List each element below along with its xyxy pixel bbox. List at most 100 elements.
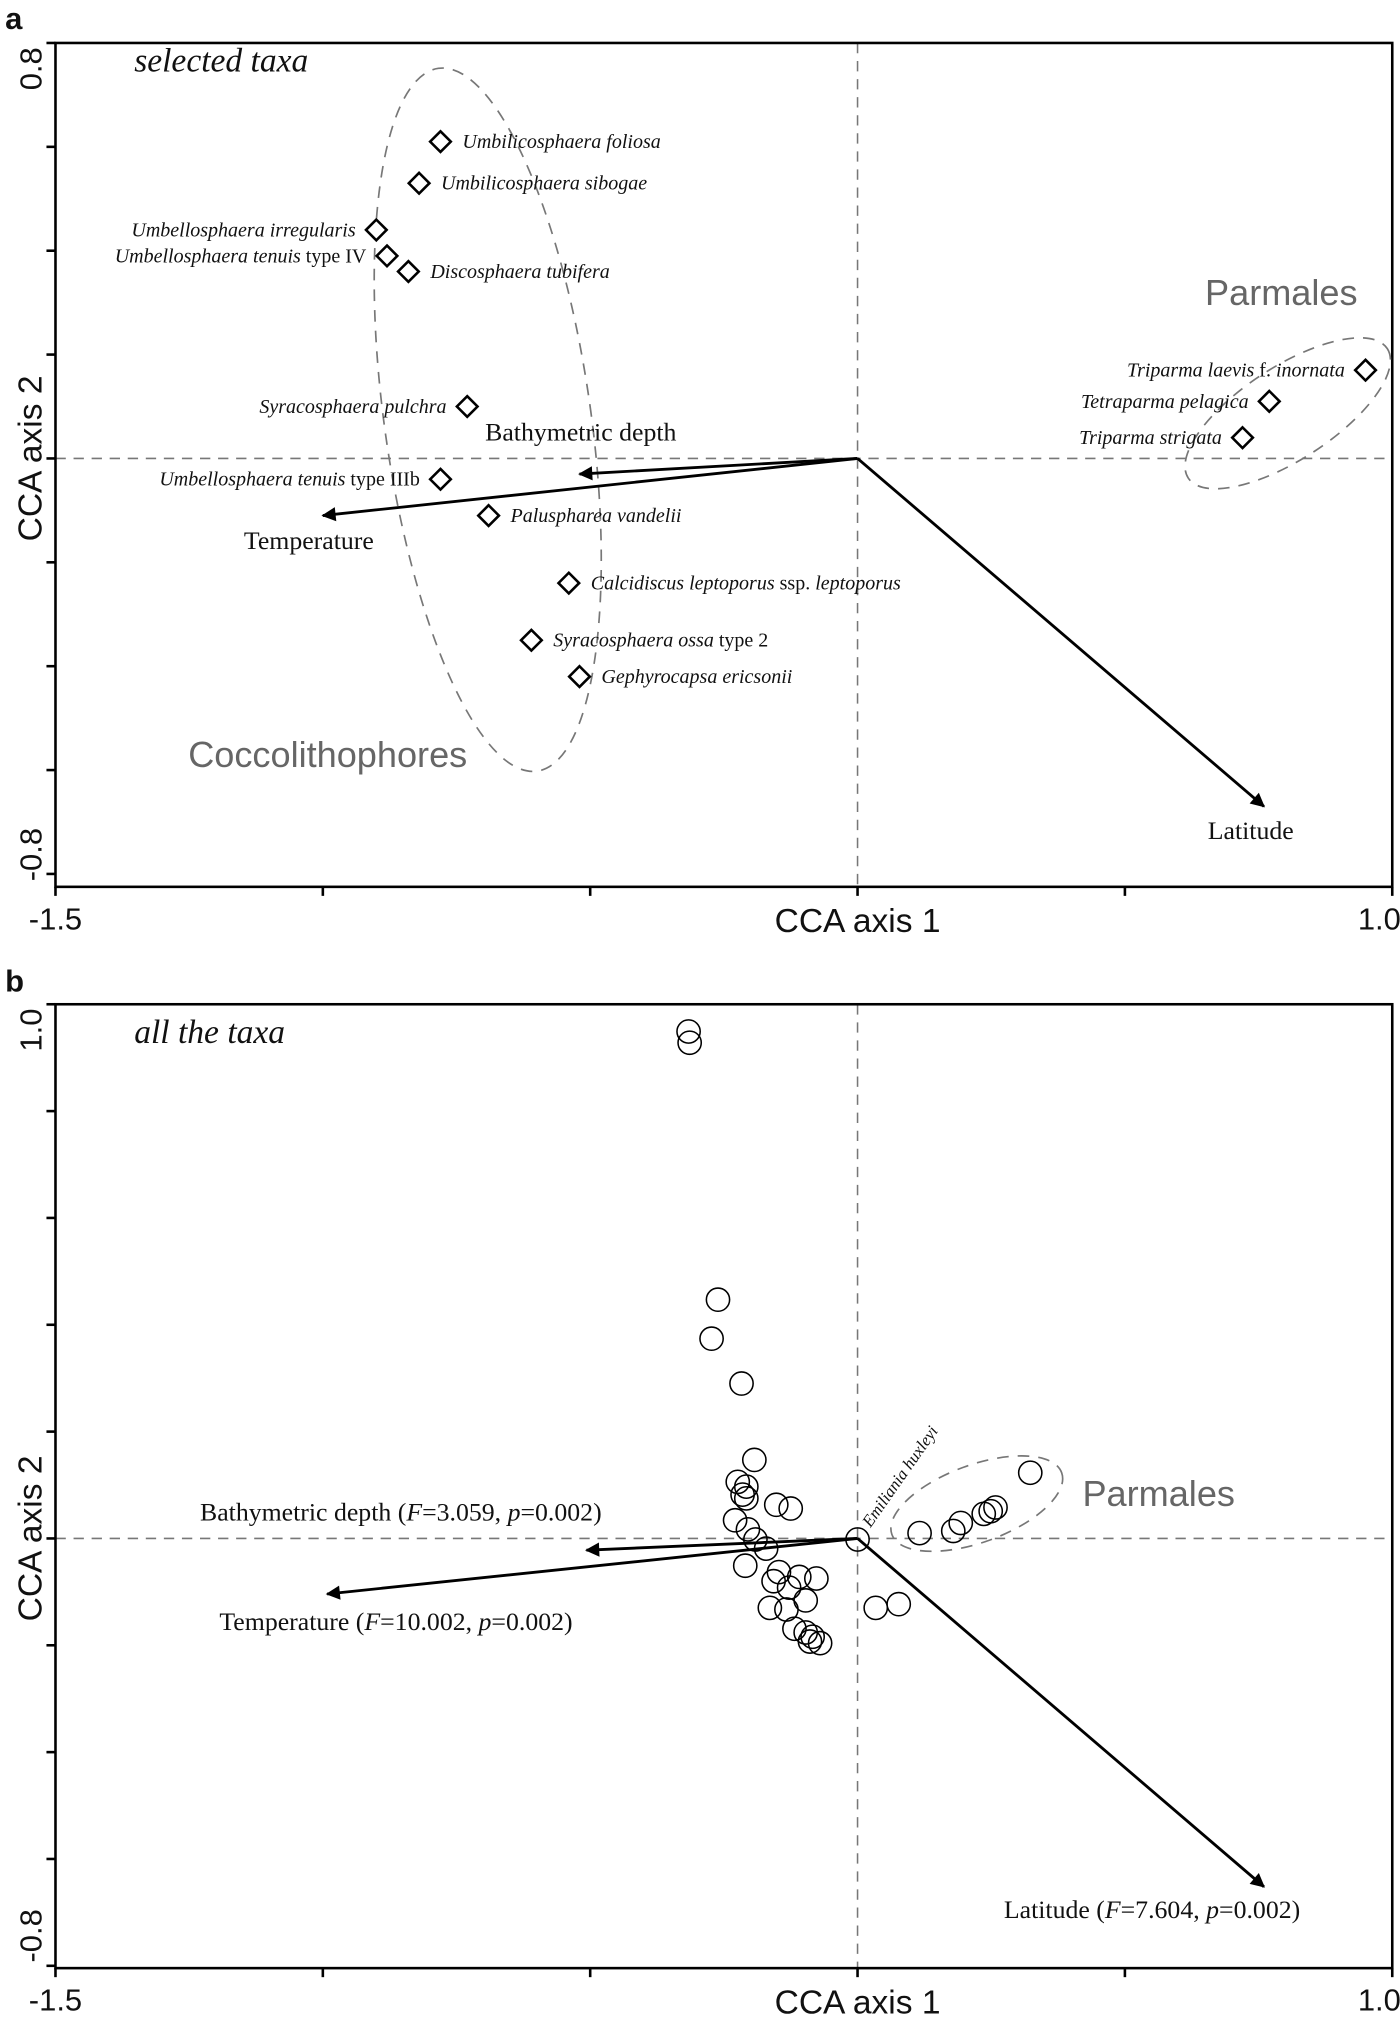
data-point-circle bbox=[735, 1516, 761, 1542]
data-point-circle bbox=[741, 1447, 767, 1473]
arrow-label-part: Bathymetric depth bbox=[485, 417, 676, 446]
environment-arrow bbox=[578, 457, 858, 481]
emiliania-huxleyi-label: Emiliania huxleyi bbox=[858, 1422, 942, 1531]
data-point-circle bbox=[907, 1520, 932, 1546]
arrow-label-part: F bbox=[1104, 1895, 1121, 1924]
data-point-circle bbox=[729, 1371, 754, 1396]
species-label-part: ssp. bbox=[775, 573, 816, 595]
species-label-part: leptoporus bbox=[815, 573, 901, 595]
data-point-diamond bbox=[396, 259, 421, 284]
data-point-circle bbox=[886, 1591, 912, 1617]
y-tick-label: 1.0 bbox=[13, 1009, 48, 1052]
environment-arrow bbox=[325, 1537, 858, 1600]
arrow-label-part: F bbox=[363, 1607, 380, 1636]
arrow-label: Latitude bbox=[1208, 816, 1294, 845]
species-label: Syracosphaera ossa type 2 bbox=[553, 630, 768, 652]
panel-letter: a bbox=[5, 1, 23, 36]
group-label: Parmales bbox=[1082, 1473, 1235, 1514]
species-label-part: type IV bbox=[301, 245, 367, 267]
arrow-label-part: =0.002) bbox=[491, 1607, 572, 1636]
x-tick-label: -1.5 bbox=[29, 1983, 82, 2018]
data-point-circle bbox=[753, 1536, 779, 1561]
x-tick-label: -1.5 bbox=[29, 901, 82, 936]
species-label: Syracosphaera pulchra bbox=[259, 396, 446, 418]
data-point-circle bbox=[778, 1496, 804, 1521]
environment-arrow bbox=[585, 1537, 858, 1557]
species-label: Discosphaera tubifera bbox=[429, 261, 609, 283]
data-point-circle bbox=[803, 1566, 829, 1591]
species-label: Umbellosphaera tenuis type IIIb bbox=[159, 469, 420, 491]
group-ellipse bbox=[373, 67, 603, 773]
y-tick-label: -0.8 bbox=[13, 828, 48, 881]
arrow-label: Temperature bbox=[244, 526, 374, 555]
panel-letter: b bbox=[5, 963, 24, 998]
species-label: Triparma strigata bbox=[1079, 427, 1222, 449]
panel-subtitle: all the taxa bbox=[134, 1014, 285, 1051]
panel-b: -1.5 1.0 1.0 -0.8 CCA axis 1 CCA axis 2 b all t… bbox=[5, 963, 1400, 2021]
arrow-label: Bathymetric depth (F=3.059, p=0.002) bbox=[200, 1497, 602, 1526]
x-axis-title: CCA axis 1 bbox=[775, 1984, 941, 2021]
data-point-diamond bbox=[406, 171, 432, 196]
data-point-circle bbox=[733, 1485, 759, 1511]
arrow-label-part: Bathymetric depth ( bbox=[200, 1497, 406, 1526]
species-label-part: Syracosphaera ossa bbox=[553, 630, 714, 652]
species-label: Umbellosphaera irregularis bbox=[131, 219, 355, 241]
data-point-circle bbox=[732, 1553, 758, 1579]
data-point-circle bbox=[863, 1595, 889, 1621]
panel-subtitle: selected taxa bbox=[134, 42, 308, 79]
species-label-part: inornata bbox=[1276, 360, 1345, 382]
arrow-label-part: =3.059, bbox=[422, 1497, 508, 1526]
data-point-circle bbox=[978, 1498, 1004, 1524]
data-point-circle bbox=[705, 1287, 731, 1313]
data-point-circle bbox=[757, 1595, 783, 1621]
species-label-part: Discosphaera tubifera bbox=[429, 261, 609, 283]
species-label: Gephyrocapsa ericsonii bbox=[601, 666, 792, 688]
x-tick-label: 1.0 bbox=[1358, 1983, 1400, 2018]
data-point-circle bbox=[782, 1616, 807, 1642]
data-point-circle bbox=[786, 1564, 812, 1590]
arrow-label-part: Latitude ( bbox=[1004, 1895, 1105, 1924]
species-label-part: f. bbox=[1254, 360, 1276, 382]
data-point-circle bbox=[761, 1568, 786, 1594]
data-point-circle bbox=[743, 1527, 768, 1552]
species-label: Umbilicosphaera foliosa bbox=[462, 131, 660, 153]
data-point-diamond bbox=[556, 570, 581, 596]
data-point-circle bbox=[776, 1575, 802, 1600]
panel-a: -1.5 1.0 0.8 -0.8 CCA axis 1 CCA axis 2 a selec… bbox=[5, 1, 1400, 940]
species-label-part: Triparma laevis bbox=[1127, 360, 1254, 382]
arrow-label-part: =0.002) bbox=[1219, 1895, 1300, 1924]
arrow-label-part: =7.604, bbox=[1121, 1895, 1207, 1924]
data-point-circle bbox=[845, 1527, 870, 1552]
species-label-part: Syracosphaera pulchra bbox=[259, 396, 446, 418]
species-label: Umbilicosphaera sibogae bbox=[441, 173, 647, 195]
species-label: Paluspharea vandelii bbox=[510, 505, 682, 527]
data-point-diamond bbox=[428, 467, 453, 492]
data-point-diamond bbox=[428, 129, 453, 154]
data-point-circle bbox=[983, 1495, 1008, 1520]
data-point-diamond bbox=[364, 217, 389, 243]
data-point-circle bbox=[699, 1326, 724, 1352]
data-point-circle bbox=[1017, 1460, 1043, 1486]
species-label-part: Umbellosphaera tenuis bbox=[115, 245, 301, 267]
arrow-label: Temperature (F=10.002, p=0.002) bbox=[219, 1607, 572, 1636]
data-point-diamond bbox=[1230, 425, 1255, 450]
environment-arrow bbox=[321, 457, 858, 522]
group-ellipse bbox=[1184, 336, 1392, 490]
data-point-circle bbox=[800, 1624, 826, 1650]
species-label-part: Umbilicosphaera sibogae bbox=[441, 173, 647, 195]
data-point-circle bbox=[677, 1030, 703, 1056]
data-point-circle bbox=[730, 1482, 755, 1508]
x-axis-title: CCA axis 1 bbox=[775, 903, 941, 940]
arrow-label-part: Temperature ( bbox=[219, 1607, 364, 1636]
species-label-part: Paluspharea vandelii bbox=[510, 505, 682, 527]
plot-frame bbox=[54, 41, 1394, 889]
species-label-part: Gephyrocapsa ericsonii bbox=[601, 666, 792, 688]
data-point-diamond bbox=[567, 664, 592, 689]
data-point-circle bbox=[722, 1507, 748, 1533]
data-point-circle bbox=[763, 1492, 789, 1518]
species-label-part: Umbellosphaera tenuis bbox=[159, 469, 345, 491]
species-label-part: Umbellosphaera irregularis bbox=[131, 219, 355, 241]
data-point-diamond bbox=[476, 503, 501, 528]
arrow-label-part: =10.002, bbox=[380, 1607, 478, 1636]
